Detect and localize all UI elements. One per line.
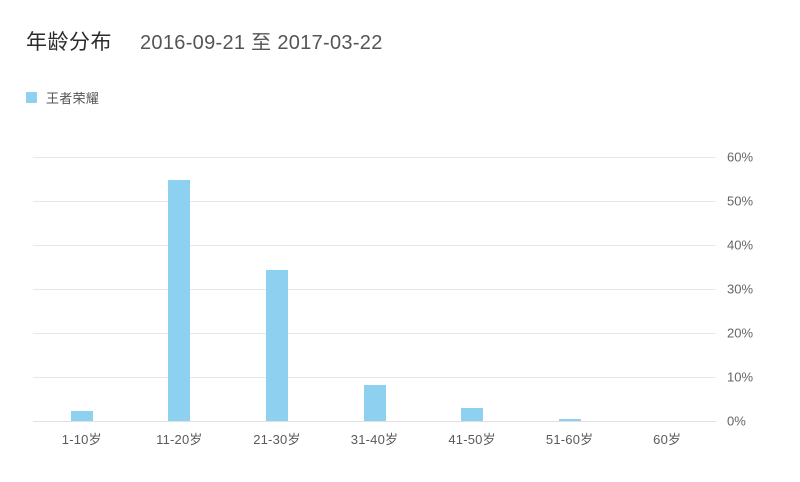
legend-item-label: 王者荣耀 bbox=[46, 91, 100, 106]
gridline bbox=[33, 421, 716, 422]
legend-swatch-icon bbox=[26, 92, 37, 103]
x-axis-tick-label: 11-20岁 bbox=[156, 432, 203, 447]
bar[interactable] bbox=[363, 384, 386, 421]
chart-header: 年龄分布 2016-09-21 至 2017-03-22 bbox=[26, 26, 383, 56]
y-axis-tick-label: 0% bbox=[727, 413, 746, 429]
y-axis-tick-label: 20% bbox=[727, 325, 754, 341]
date-range-label: 2016-09-21 至 2017-03-22 bbox=[140, 32, 383, 54]
gridline bbox=[33, 245, 716, 246]
gridline bbox=[33, 201, 716, 202]
bar[interactable] bbox=[70, 411, 93, 421]
y-axis-tick-label: 30% bbox=[727, 281, 754, 297]
bar[interactable] bbox=[558, 418, 581, 421]
x-axis-tick-label: 51-60岁 bbox=[545, 432, 594, 447]
gridline bbox=[33, 377, 716, 378]
x-axis-tick-label: 21-30岁 bbox=[253, 432, 301, 447]
x-axis-tick-label: 60岁 bbox=[653, 432, 682, 447]
chart-legend: 王者荣耀 bbox=[26, 88, 99, 107]
x-axis-tick-label: 31-40岁 bbox=[350, 432, 399, 447]
y-axis-tick-label: 10% bbox=[727, 369, 754, 385]
bar[interactable] bbox=[461, 407, 484, 421]
bars-group bbox=[33, 157, 716, 421]
gridline bbox=[33, 333, 716, 334]
page-title: 年龄分布 bbox=[26, 31, 112, 54]
bar[interactable] bbox=[265, 270, 288, 421]
chart-plot-area: 0% 10% 20% 30% 40% 50% 60% 1-10岁 11-20岁 21-30岁 31… bbox=[33, 150, 753, 447]
y-axis-tick-label: 50% bbox=[727, 193, 754, 209]
y-axis-tick-label: 40% bbox=[727, 237, 754, 253]
x-axis-tick-label: 41-50岁 bbox=[448, 432, 496, 447]
x-axis-tick-label: 1-10岁 bbox=[61, 432, 102, 447]
bar[interactable] bbox=[168, 179, 191, 421]
y-axis-tick-label: 60% bbox=[727, 149, 754, 165]
gridline bbox=[33, 157, 716, 158]
legend-item-wangzhe[interactable]: 王者荣耀 bbox=[26, 88, 99, 107]
gridline bbox=[33, 289, 716, 290]
